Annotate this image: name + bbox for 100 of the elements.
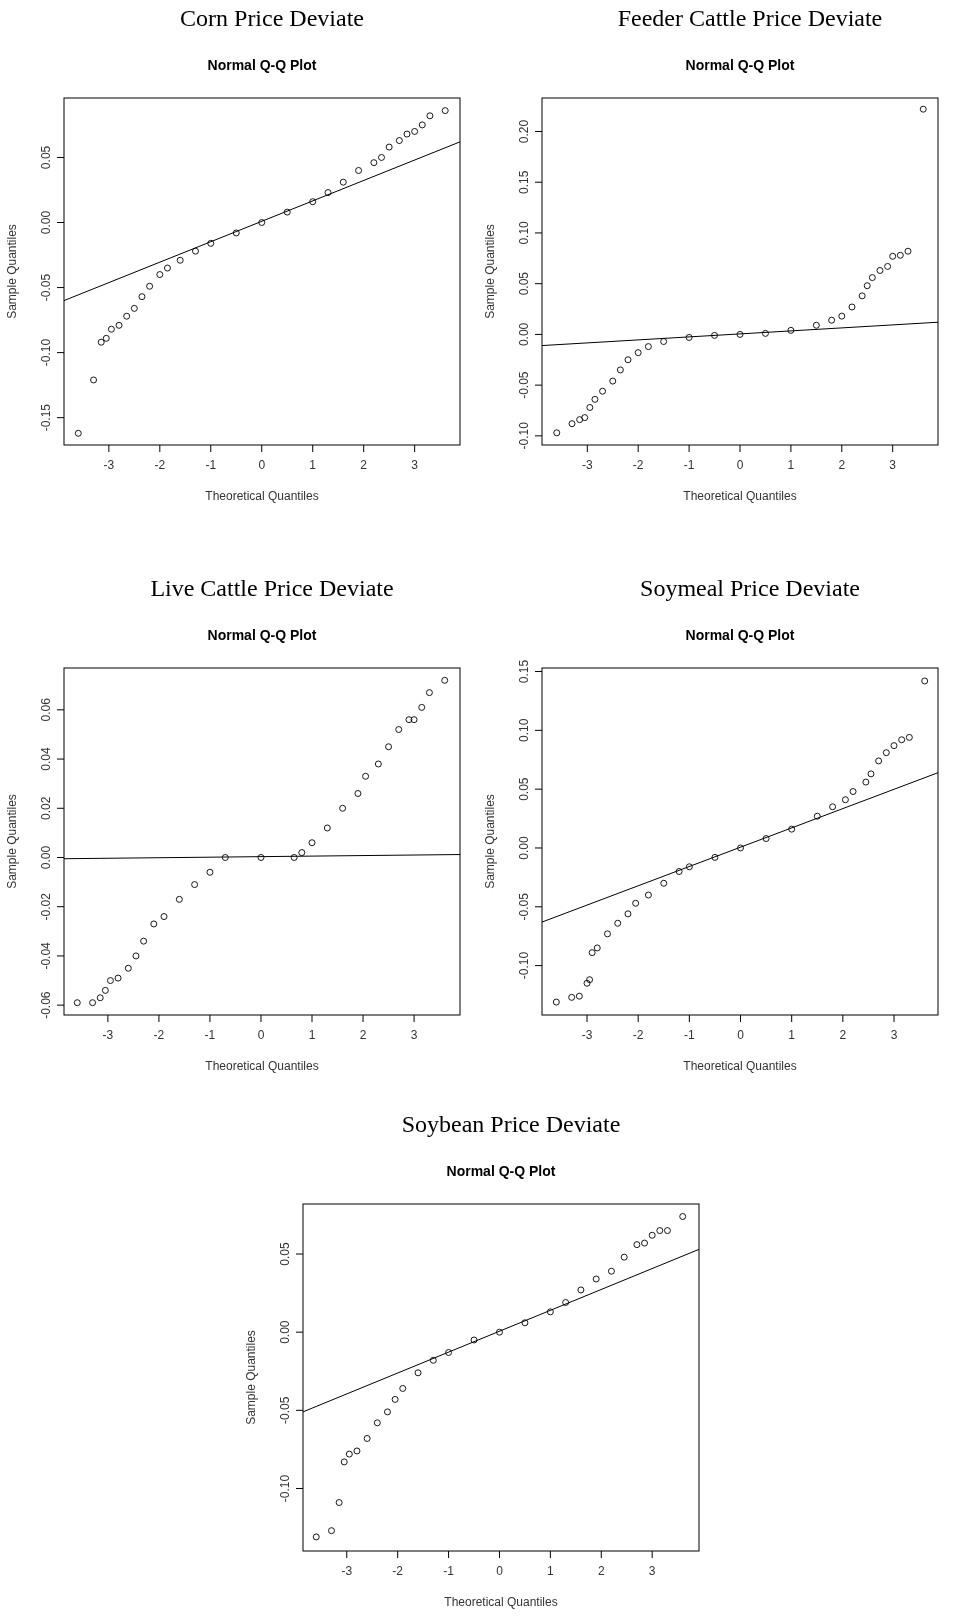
point: [863, 282, 871, 290]
point: [429, 1356, 437, 1364]
point: [395, 726, 403, 733]
point: [609, 377, 617, 385]
point: [660, 338, 668, 345]
point: [441, 676, 449, 684]
point: [441, 107, 449, 115]
point: [418, 703, 426, 711]
point: [849, 788, 857, 795]
point: [675, 868, 683, 875]
point: [340, 1458, 348, 1466]
point: [115, 321, 123, 329]
y-tick-label: 0.05: [517, 777, 531, 801]
point: [828, 316, 836, 324]
x-tick-label: 0: [496, 1564, 504, 1578]
point: [90, 376, 98, 384]
x-tick-label: -1: [684, 1028, 696, 1042]
x-tick-label: 2: [360, 458, 368, 472]
y-tick-label: -0.05: [39, 273, 53, 302]
point: [904, 247, 912, 255]
point: [762, 329, 769, 337]
point: [576, 416, 584, 424]
y-axis-title: Sample Quantiles: [5, 224, 19, 319]
point: [257, 854, 265, 861]
point: [711, 853, 719, 861]
point: [898, 736, 906, 744]
point: [102, 334, 110, 342]
point: [373, 1419, 381, 1427]
y-tick-label: 0.05: [278, 1242, 292, 1266]
point: [604, 930, 611, 938]
y-tick-label: -0.10: [517, 951, 531, 980]
x-axis-title: Theoretical Quantiles: [205, 1059, 319, 1073]
point: [355, 167, 363, 174]
x-tick-label: 2: [359, 1028, 367, 1042]
point: [663, 1227, 671, 1235]
point: [641, 1239, 648, 1247]
point: [191, 881, 199, 889]
chart-title: Corn Price Deviate: [180, 5, 364, 31]
point: [896, 251, 904, 259]
x-tick-label: 3: [410, 1028, 418, 1042]
x-tick-label: -2: [632, 458, 644, 472]
point: [362, 772, 370, 780]
point: [685, 863, 693, 871]
x-tick-label: 0: [737, 1028, 745, 1042]
point: [176, 256, 184, 264]
point: [848, 303, 856, 311]
y-tick-label: -0.06: [39, 991, 53, 1019]
point: [614, 919, 622, 927]
point: [73, 999, 81, 1007]
point: [391, 1395, 399, 1403]
chart-subtitle: Normal Q-Q Plot: [685, 627, 795, 643]
point: [114, 974, 122, 982]
chart-subtitle: Normal Q-Q Plot: [207, 57, 317, 73]
point: [107, 325, 115, 333]
y-axis-title: Sample Quantiles: [244, 1330, 258, 1425]
point: [875, 757, 883, 765]
point: [175, 895, 183, 903]
x-tick-label: 3: [890, 1028, 898, 1042]
x-tick-label: -2: [392, 1564, 404, 1578]
point: [96, 994, 104, 1002]
point: [308, 839, 316, 847]
point: [106, 977, 114, 984]
point: [829, 803, 837, 811]
point: [123, 312, 131, 320]
y-axis-title: Sample Quantiles: [5, 794, 19, 889]
point: [813, 812, 821, 820]
point: [586, 976, 594, 984]
x-tick-label: -3: [102, 1028, 114, 1042]
point: [374, 760, 382, 768]
x-tick-label: 0: [257, 1028, 265, 1042]
x-tick-label: -2: [153, 1028, 165, 1042]
point: [290, 854, 298, 861]
point: [426, 112, 434, 120]
point: [418, 121, 426, 129]
point: [89, 999, 97, 1007]
point: [884, 262, 892, 270]
point: [378, 154, 385, 161]
y-tick-label: 0.20: [517, 119, 531, 144]
point: [583, 979, 591, 987]
point: [905, 733, 913, 741]
point: [160, 913, 168, 921]
point: [577, 1286, 585, 1294]
point: [787, 326, 795, 334]
point: [868, 274, 876, 282]
y-axis-title: Sample Quantiles: [483, 224, 497, 319]
y-tick-label: 0.10: [517, 718, 531, 743]
point: [324, 189, 332, 197]
point: [445, 1349, 453, 1356]
x-tick-label: -3: [581, 458, 593, 472]
point: [130, 304, 138, 312]
point: [568, 993, 576, 1001]
x-tick-label: -1: [204, 1028, 216, 1042]
x-tick-label: -2: [632, 1028, 644, 1042]
point: [335, 1499, 343, 1506]
x-axis-title: Theoretical Quantiles: [683, 1059, 797, 1073]
point: [385, 743, 393, 751]
point: [124, 964, 132, 972]
point: [553, 429, 561, 437]
point: [101, 986, 109, 994]
point: [593, 944, 601, 952]
